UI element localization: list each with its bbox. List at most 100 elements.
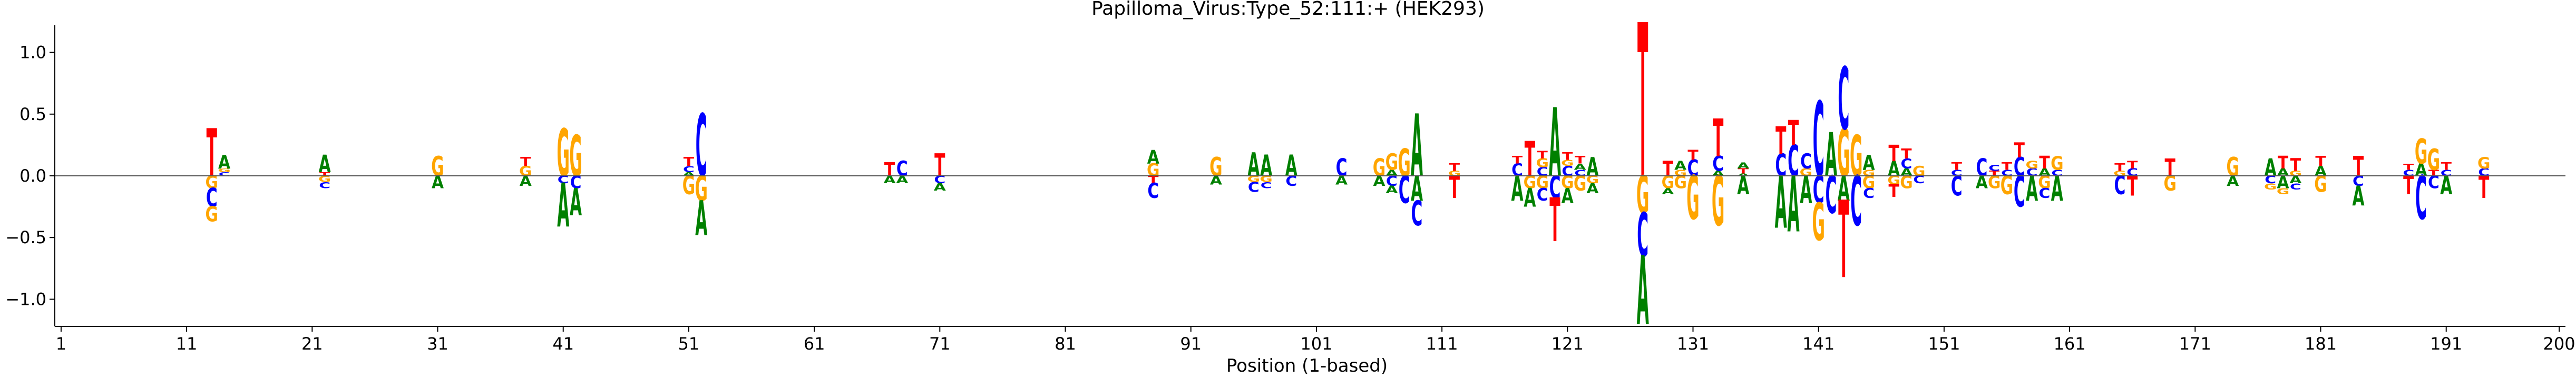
y-tick-label: 0.5: [19, 104, 46, 124]
logo-letter-a: A: [1285, 150, 1297, 183]
x-tick-label: 101: [1300, 334, 1332, 354]
logo-letter-g: G: [218, 167, 230, 173]
logo-letter-c: C: [1813, 168, 1824, 212]
logo-letter-a: A: [1637, 237, 1649, 347]
logo-letter-c: C: [2014, 152, 2025, 182]
logo-letter-g: G: [206, 203, 218, 227]
logo-letter-a: A: [1775, 162, 1787, 245]
logo-letter-g: G: [1686, 164, 1699, 234]
logo-letter-a: A: [1411, 168, 1423, 208]
logo-letter-a: A: [1737, 170, 1750, 201]
logo-letter-a: A: [1260, 150, 1272, 183]
logo-letter-a: A: [1586, 181, 1598, 197]
logo-letter-g: G: [2277, 186, 2289, 196]
y-axis-ticks: −1.0 −0.5 0.0 0.5 1.0: [5, 43, 55, 309]
logo-letter-a: A: [520, 173, 532, 190]
logo-letter-t: T: [2127, 159, 2138, 171]
logo-letter-t: T: [1449, 162, 1460, 173]
logo-letter-a: A: [2440, 170, 2453, 201]
logo-letter-c: C: [219, 171, 230, 177]
logo-letter-c: C: [696, 96, 707, 196]
logo-letter-a: A: [2227, 173, 2239, 190]
logo-letter-t: T: [2039, 153, 2050, 173]
logo-letter-g: G: [431, 151, 444, 183]
logo-letter-t: T: [2353, 151, 2364, 183]
x-tick-label: 91: [1180, 334, 1202, 354]
x-tick-label: 141: [1802, 334, 1835, 354]
logo-letter-t: T: [934, 147, 945, 183]
x-tick-label: 1: [56, 334, 66, 354]
logo-letter-a: A: [1888, 157, 1900, 181]
logo-letter-t: T: [1537, 149, 1548, 161]
logo-letter-g: G: [1850, 124, 1862, 190]
logo-letter-t: T: [2479, 170, 2489, 205]
logo-letter-c: C: [896, 157, 908, 181]
logo-letter-a: A: [2277, 173, 2289, 193]
logo-letter-c: C: [2039, 185, 2051, 202]
logo-letter-g: G: [318, 174, 331, 184]
logo-letter-c: C: [2290, 182, 2301, 192]
logo-letter-t: T: [1637, 0, 1648, 225]
logo-letter-c: C: [1336, 154, 1348, 182]
logo-letter-c: C: [1712, 153, 1724, 176]
logo-letter-c: C: [1813, 80, 1824, 200]
logo-letter-c: C: [1913, 174, 1925, 185]
logo-letter-t: T: [2290, 155, 2301, 175]
logo-letter-a: A: [682, 171, 695, 177]
logo-letter-c: C: [1863, 185, 1875, 202]
logo-letter-a: A: [2315, 163, 2327, 180]
y-tick-label: −1.0: [5, 289, 46, 309]
x-tick-label: 191: [2430, 334, 2462, 354]
logo-letter-c: C: [1988, 163, 2000, 173]
logo-letter-g: G: [2427, 143, 2440, 177]
logo-letter-c: C: [2353, 173, 2364, 190]
logo-letter-t: T: [207, 116, 217, 192]
x-tick-label: 51: [678, 334, 700, 354]
logo-letter-t: T: [1575, 154, 1586, 166]
logo-letter-c: C: [1850, 162, 1862, 242]
logo-letter-t: T: [319, 171, 330, 177]
logo-letter-c: C: [1411, 193, 1423, 233]
logo-letter-c: C: [1800, 150, 1812, 174]
logo-letter-t: T: [2114, 162, 2125, 173]
logo-letter-t: T: [2278, 153, 2289, 173]
logo-letter-a: A: [1549, 89, 1561, 198]
logo-letter-t: T: [1148, 174, 1159, 185]
x-tick-label: 61: [804, 334, 825, 354]
logo-letter-g: G: [1586, 174, 1599, 185]
logo-letter-a: A: [570, 180, 582, 224]
logo-letter-t: T: [2315, 153, 2326, 170]
logo-letter-a: A: [2265, 154, 2277, 182]
x-tick-label: 81: [1055, 334, 1076, 354]
logo-letter-a: A: [1737, 161, 1750, 171]
logo-letter-c: C: [1838, 49, 1849, 150]
logo-letter-a: A: [1511, 168, 1524, 208]
logo-letter-c: C: [1537, 185, 1548, 205]
logo-letter-a: A: [2352, 181, 2364, 213]
logo-letter-g: G: [1812, 193, 1824, 253]
logo-letter-a: A: [1737, 173, 1749, 177]
logo-letter-g: G: [1712, 162, 1724, 242]
logo-letter-c: C: [1826, 166, 1837, 226]
logo-letter-a: A: [1800, 168, 1812, 212]
logo-letter-t: T: [1549, 186, 1560, 256]
logo-letter-g: G: [1561, 158, 1574, 168]
logo-letter-a: A: [2415, 161, 2427, 181]
logo-letter-c: C: [558, 174, 569, 185]
logo-letter-a: A: [218, 151, 231, 173]
logo-letter-a: A: [1574, 162, 1587, 172]
logo-letter-c: C: [2265, 174, 2276, 185]
logo-letter-t: T: [1512, 154, 1523, 166]
x-tick-label: 31: [427, 334, 448, 354]
logo-letter-a: A: [1838, 168, 1850, 208]
logo-letter-a: A: [1524, 183, 1536, 213]
logo-letter-t: T: [884, 158, 895, 180]
y-tick-label: 0.0: [19, 166, 46, 186]
logo-letter-t: T: [1525, 131, 1535, 187]
logo-letter-t: T: [1738, 167, 1749, 175]
logo-letter-g: G: [2001, 170, 2013, 201]
y-tick-label: −0.5: [5, 227, 46, 247]
x-tick-label: 21: [301, 334, 323, 354]
